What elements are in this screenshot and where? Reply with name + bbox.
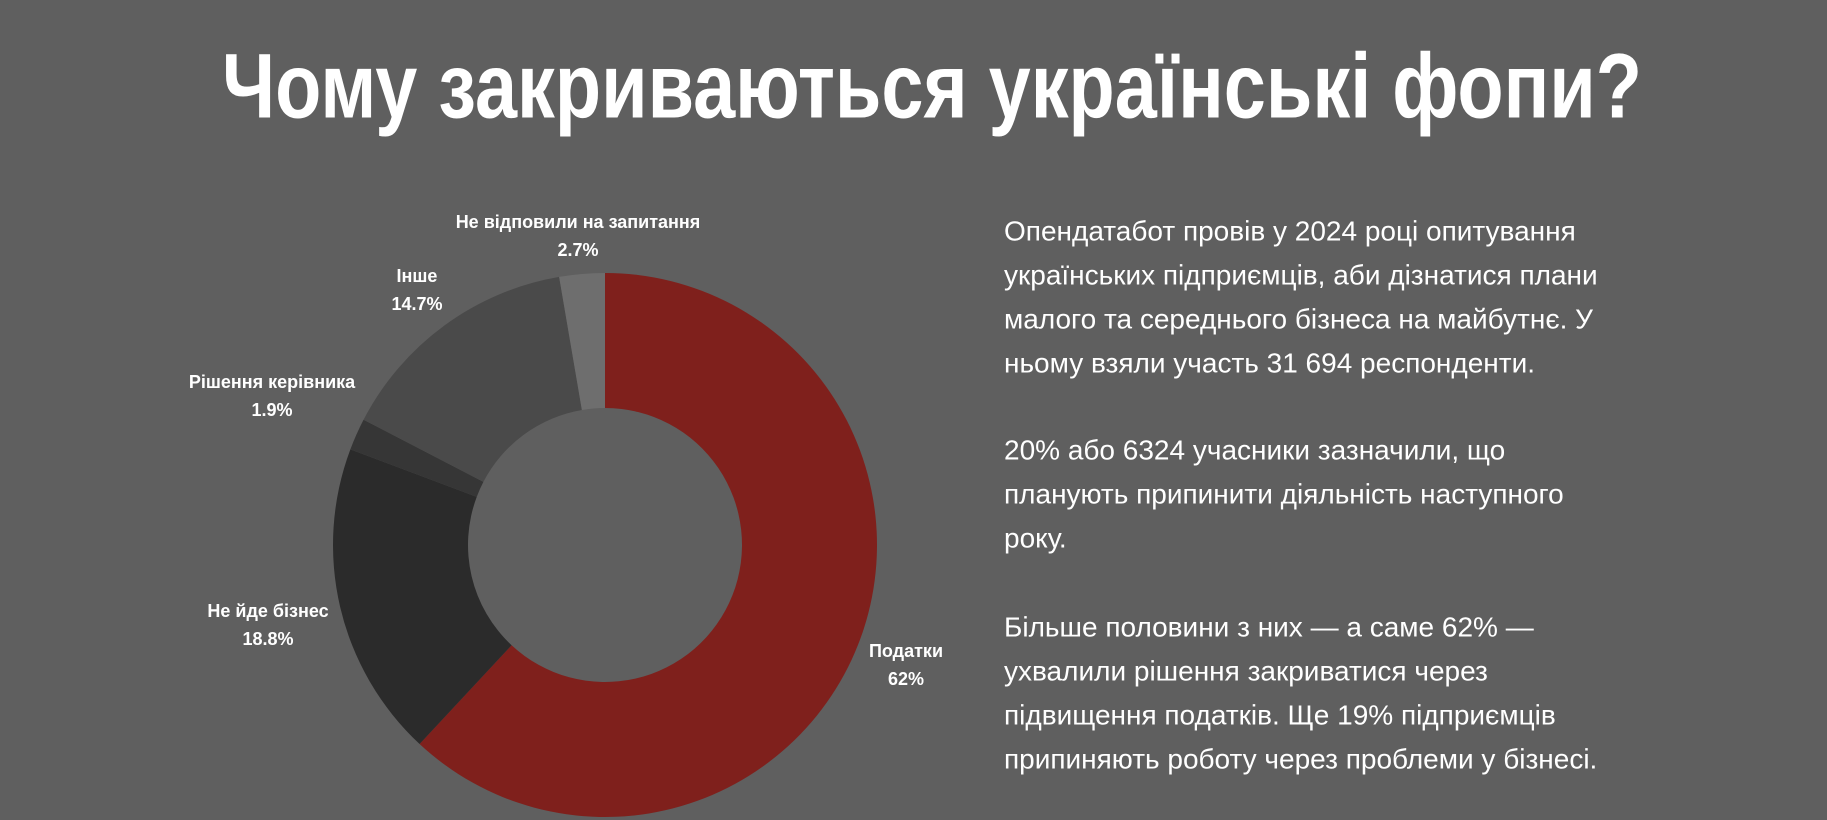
chart-title: Чому закриваються українські фопи? [222,35,1642,137]
slice-value-label: 18.8% [242,629,293,649]
paragraph-line: року. [1004,522,1067,553]
slice-value-label: 14.7% [391,294,442,314]
slice-label: Податки [869,641,943,661]
paragraph-line: ньому взяли участь 31 694 респонденти. [1004,347,1535,378]
slice-value-label: 1.9% [251,400,292,420]
paragraph-line: малого та середнього бізнеса на майбутнє… [1004,303,1593,334]
slice-value-label: 62% [888,669,924,689]
slice-label: Рішення керівника [189,372,356,392]
slice-value-label: 2.7% [557,240,598,260]
paragraph-line: Опендатабот провів у 2024 році опитуванн… [1004,215,1576,246]
slice-label: Не йде бізнес [207,601,328,621]
paragraph-line: Більше половини з них — а саме 62% — [1004,611,1534,642]
donut-slice [350,419,484,497]
paragraph-line: припиняють роботу через проблеми у бізне… [1004,743,1597,774]
paragraph-line: ухвалили рішення закриватися через [1004,655,1488,686]
slice-label: Не відповили на запитання [456,212,701,232]
paragraph-line: українських підприємців, аби дізнатися п… [1004,259,1598,290]
donut-slice [559,273,605,410]
paragraph-line: підвищення податків. Ще 19% підприємців [1004,699,1556,730]
donut-slice [419,273,878,817]
donut-slice [363,276,582,482]
paragraph-line: планують припинити діяльність наступного [1004,478,1564,509]
donut-slice [332,449,512,745]
slice-label: Інше [397,266,438,286]
paragraph-line: 20% або 6324 учасники зазначили, що [1004,434,1505,465]
